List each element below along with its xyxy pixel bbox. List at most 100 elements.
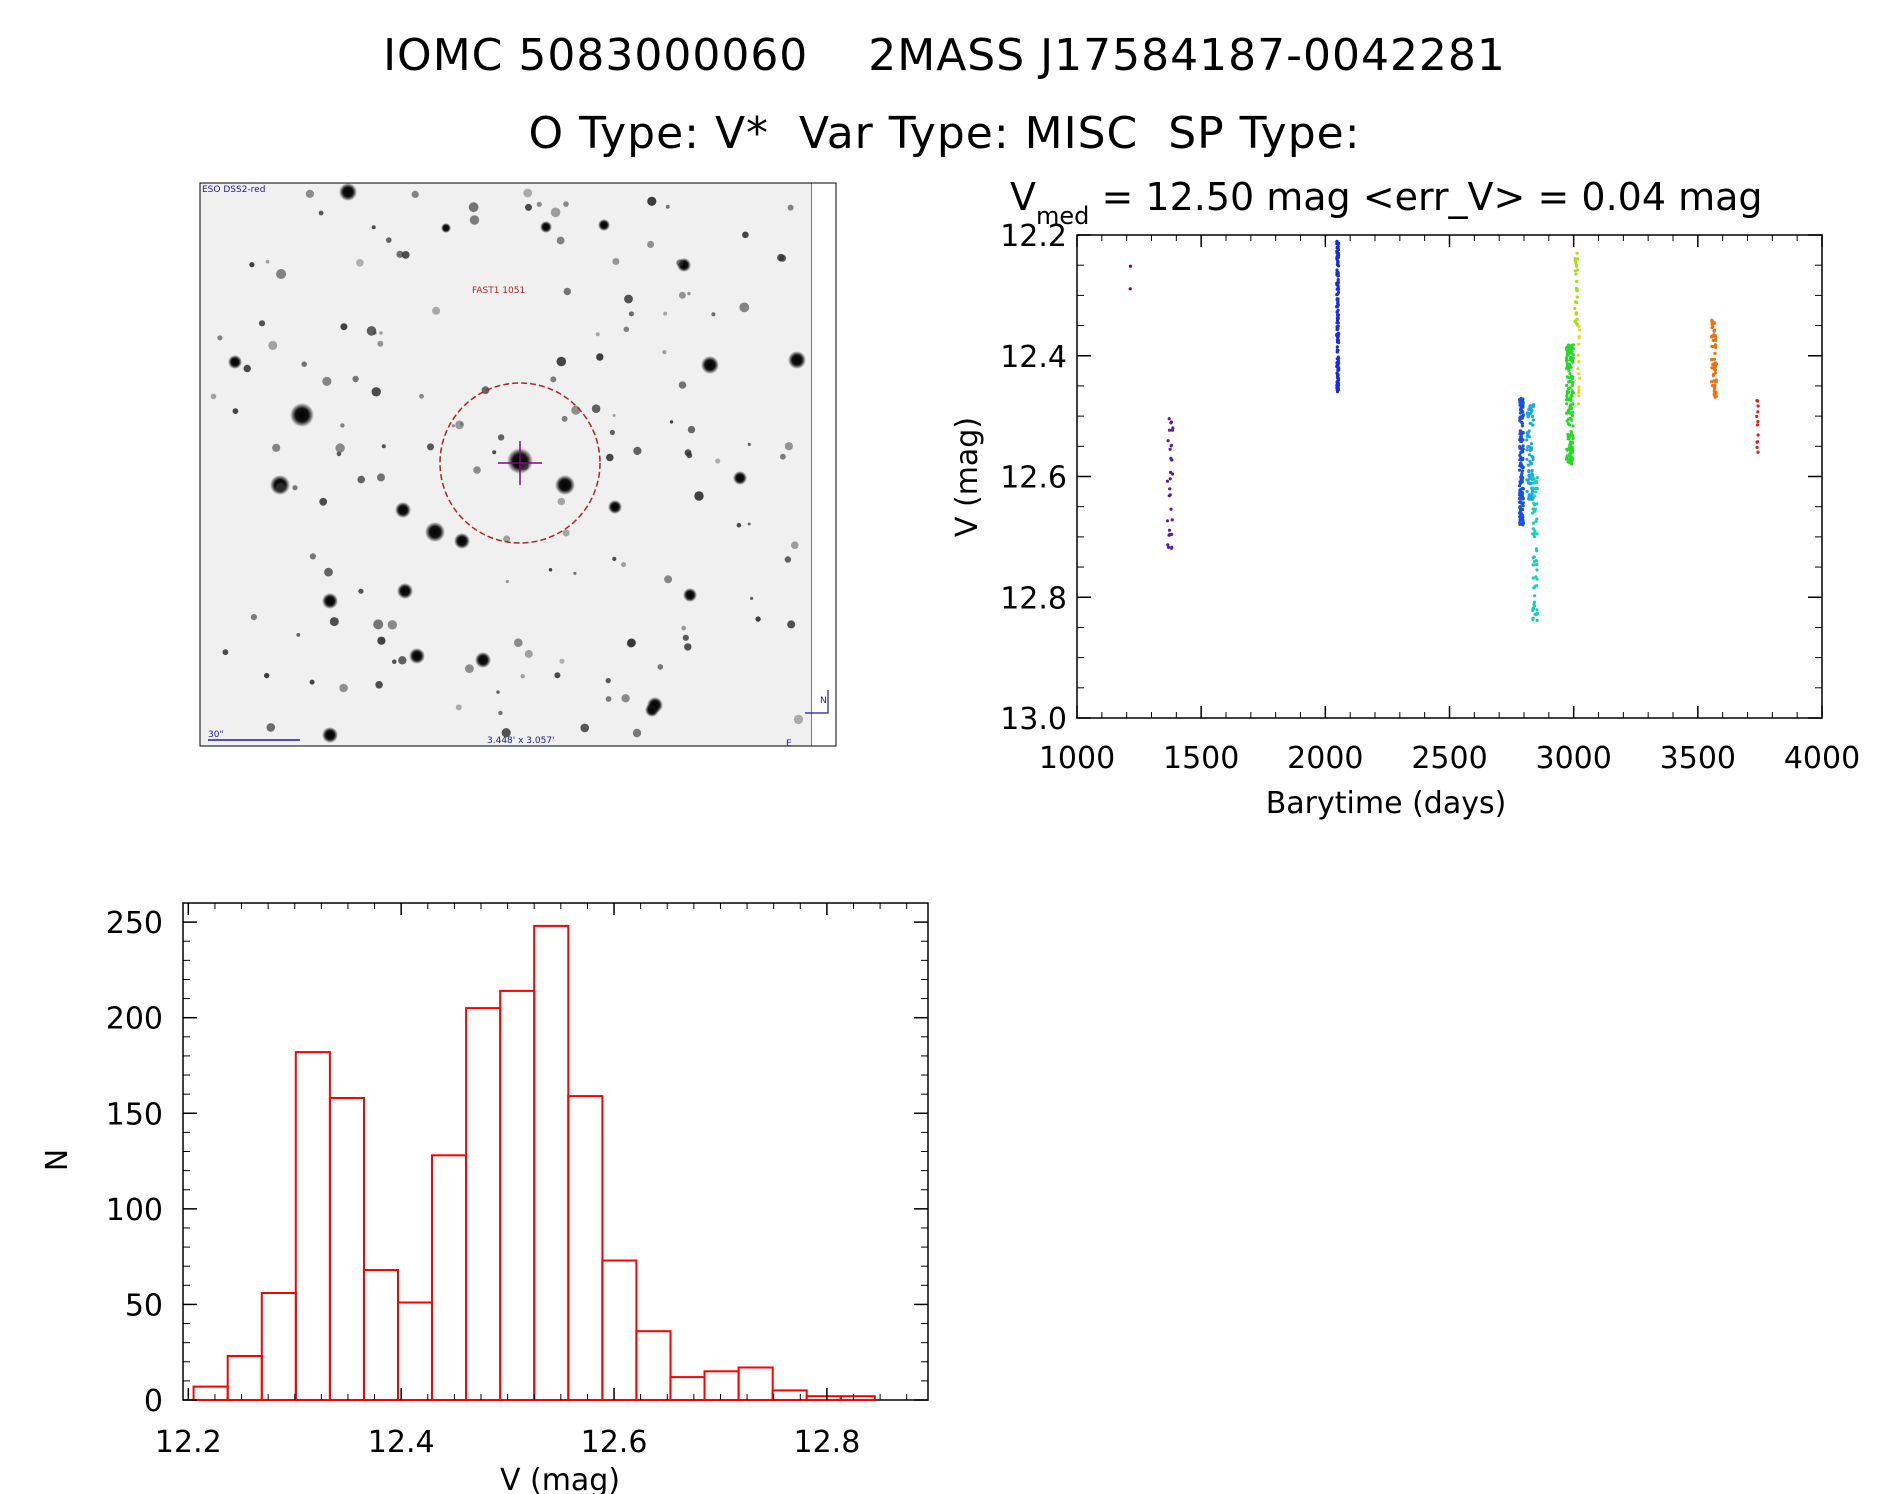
data-point (1565, 402, 1569, 406)
star (628, 311, 634, 317)
data-point (1531, 607, 1535, 611)
star (397, 583, 413, 599)
data-point (1570, 357, 1575, 362)
data-point (1571, 343, 1575, 347)
data-point (1568, 454, 1572, 458)
star (379, 331, 383, 335)
star (232, 408, 239, 414)
data-point (1570, 413, 1574, 417)
data-point (1711, 374, 1715, 378)
star (249, 262, 255, 268)
star (788, 351, 806, 369)
data-point (1530, 414, 1535, 418)
data-point (1518, 468, 1522, 472)
data-point (1570, 418, 1574, 422)
data-point (1567, 380, 1571, 384)
data-point (1713, 361, 1717, 365)
data-point (1519, 473, 1523, 478)
star (612, 258, 620, 265)
star (739, 302, 750, 313)
star (356, 259, 364, 267)
data-point (1571, 410, 1575, 414)
data-point (1755, 440, 1759, 444)
data-point (1518, 517, 1522, 522)
light-curve-x-label: Barytime (days) (1266, 786, 1507, 821)
star (322, 727, 338, 743)
data-point (1570, 448, 1575, 452)
data-point (1577, 390, 1581, 394)
star (733, 471, 747, 485)
data-point (1573, 306, 1577, 310)
star (780, 453, 786, 460)
data-point (1570, 462, 1574, 466)
star (427, 443, 434, 451)
star (465, 664, 474, 673)
star-field (210, 183, 806, 743)
star (787, 620, 796, 629)
star (398, 656, 407, 665)
data-point (1527, 473, 1531, 478)
data-point (1576, 402, 1580, 406)
star (498, 710, 503, 716)
data-point (1528, 459, 1532, 463)
y-tick-label: 12.8 (1000, 581, 1067, 616)
data-point (1521, 504, 1525, 508)
star (562, 529, 570, 537)
histogram-bar (328, 1097, 365, 1401)
data-point (1521, 430, 1525, 435)
star (524, 649, 533, 658)
star (419, 393, 424, 399)
star (381, 444, 386, 449)
data-point (1568, 451, 1572, 455)
star (686, 452, 693, 459)
star (441, 223, 451, 233)
y-tick-label: 0 (144, 1384, 163, 1419)
data-point (1756, 419, 1760, 424)
data-point (1535, 608, 1539, 612)
star (701, 356, 719, 374)
data-point (1518, 403, 1522, 407)
star (687, 291, 691, 296)
star (475, 652, 491, 668)
star (525, 203, 532, 211)
data-point (1566, 387, 1571, 391)
data-point (1534, 490, 1538, 494)
star (554, 672, 561, 679)
data-point (1567, 446, 1571, 450)
y-tick-label: 200 (106, 1002, 163, 1037)
data-point (1335, 345, 1339, 349)
data-point (1531, 481, 1535, 485)
data-point (1534, 613, 1538, 617)
data-point (1335, 271, 1339, 275)
y-tick-label: 12.2 (1000, 219, 1067, 254)
star (375, 681, 383, 689)
star (609, 429, 616, 436)
data-point (1578, 376, 1582, 380)
data-point (1531, 457, 1535, 461)
data-point (1521, 444, 1525, 448)
star (396, 250, 404, 258)
data-point (1335, 239, 1339, 243)
star (222, 649, 229, 656)
data-point (1710, 335, 1714, 339)
data-point (1756, 399, 1760, 403)
star (318, 210, 324, 216)
data-point (1518, 509, 1522, 513)
y-tick-label: 12.4 (1000, 340, 1067, 375)
star (497, 434, 505, 441)
star (608, 500, 622, 514)
star (665, 204, 670, 209)
star (548, 568, 553, 572)
data-point (1128, 264, 1133, 268)
data-point (1528, 476, 1532, 480)
data-point (1565, 448, 1569, 452)
data-point (1165, 519, 1170, 523)
star (371, 387, 381, 397)
histogram-bar (669, 1376, 706, 1401)
star (681, 625, 686, 631)
data-point (1576, 367, 1580, 371)
data-point (1520, 421, 1524, 425)
star (596, 353, 604, 361)
x-tick-label: 1000 (1039, 741, 1115, 776)
data-point (1566, 422, 1571, 426)
